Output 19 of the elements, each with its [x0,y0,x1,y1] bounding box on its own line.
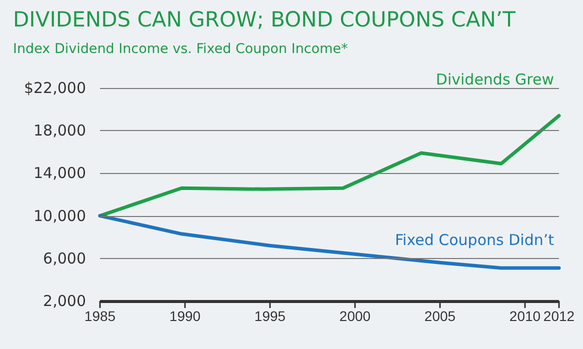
x-tick-label: 1985 [84,308,116,324]
x-tick-label: 2000 [339,308,371,324]
x-tick-label: 2010 [509,308,541,324]
y-tick-label: 2,000 [43,292,86,310]
y-tick-label: 14,000 [34,164,86,182]
line-series [98,114,561,218]
series-label: Dividends Grew [436,70,554,89]
x-tick-label: 1995 [254,308,286,324]
chart-subtitle: Index Dividend Income vs. Fixed Coupon Income* [13,41,348,57]
y-tick-label: 10,000 [34,206,86,225]
y-tick-label: 6,000 [43,249,86,268]
y-tick-label: $22,000 [24,79,86,97]
x-tick-label: 1990 [169,308,201,324]
series-label: Fixed Coupons Didn’t [395,230,554,249]
y-tick-label: 18,000 [34,122,86,140]
chart-title: DIVIDENDS CAN GROW; BOND COUPONS CAN’T [13,8,516,32]
x-tick-label: 2005 [424,308,456,324]
x-tick-label: 2012 [543,308,575,324]
line-series [98,214,561,270]
